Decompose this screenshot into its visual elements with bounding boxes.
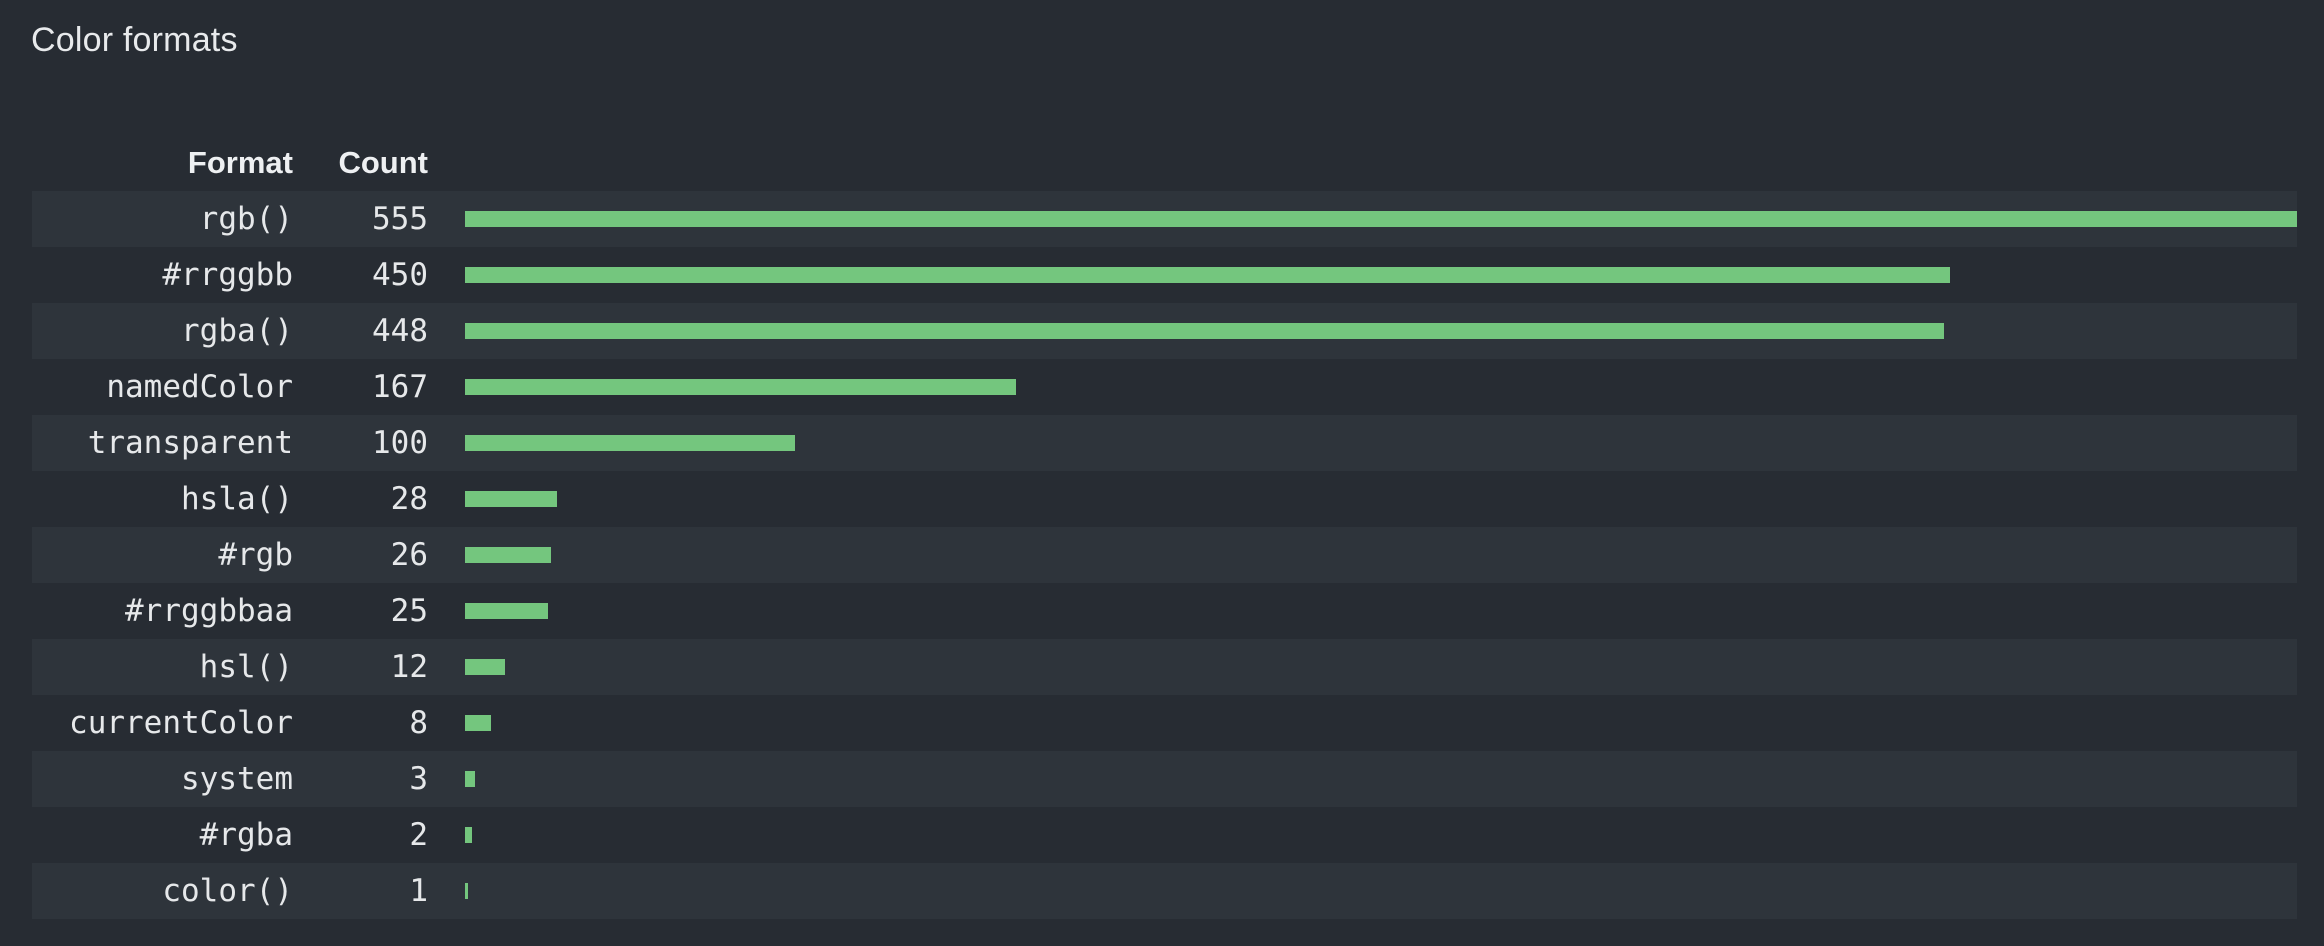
format-cell: color() <box>162 873 293 909</box>
count-cell: 8 <box>409 705 428 741</box>
count-cell: 25 <box>390 593 428 629</box>
format-cell: transparent <box>87 425 293 461</box>
count-column-header: Count <box>338 145 428 180</box>
count-bar <box>465 379 1017 395</box>
format-cell: hsla() <box>181 481 293 517</box>
count-cell: 448 <box>372 313 428 349</box>
format-cell: currentColor <box>69 705 293 741</box>
count-cell: 28 <box>390 481 428 517</box>
format-cell: system <box>181 761 293 797</box>
count-bar <box>465 715 492 731</box>
format-cell: #rgba <box>199 817 293 853</box>
table-row: hsl() 12 <box>32 639 2297 695</box>
table-row: rgb() 555 <box>32 191 2297 247</box>
count-bar <box>465 435 796 451</box>
format-cell: rgba() <box>181 313 293 349</box>
table-row: rgba() 448 <box>32 303 2297 359</box>
count-cell: 26 <box>390 537 428 573</box>
chart-title: Color formats <box>31 21 238 59</box>
format-cell: rgb() <box>199 201 293 237</box>
table-row: #rrggbb 450 <box>32 247 2297 303</box>
count-cell: 555 <box>372 201 428 237</box>
count-bar <box>465 827 472 843</box>
count-bar <box>465 323 1944 339</box>
count-cell: 3 <box>409 761 428 797</box>
format-cell: hsl() <box>199 649 293 685</box>
table-row: color() 1 <box>32 863 2297 919</box>
count-cell: 450 <box>372 257 428 293</box>
count-cell: 2 <box>409 817 428 853</box>
table-header-row: Format Count <box>32 135 2297 191</box>
table-row: hsla() 28 <box>32 471 2297 527</box>
count-bar <box>465 491 558 507</box>
count-cell: 100 <box>372 425 428 461</box>
format-column-header: Format <box>187 145 293 180</box>
count-bar <box>465 547 551 563</box>
table-row: transparent 100 <box>32 415 2297 471</box>
table-row: #rgba 2 <box>32 807 2297 863</box>
table-row: currentColor 8 <box>32 695 2297 751</box>
count-bar <box>465 771 475 787</box>
count-cell: 167 <box>372 369 428 405</box>
bar-column-header <box>428 135 2297 191</box>
format-cell: #rrggbb <box>162 257 293 293</box>
count-bar <box>465 883 469 899</box>
chart-table: Format Count rgb() 555 #rrggbb 450 rgba(… <box>32 135 2297 919</box>
table-row: #rgb 26 <box>32 527 2297 583</box>
table-row: namedColor 167 <box>32 359 2297 415</box>
count-bar <box>465 267 1951 283</box>
count-bar <box>465 603 548 619</box>
format-cell: #rrggbbaa <box>125 593 293 629</box>
table-row: #rrggbbaa 25 <box>32 583 2297 639</box>
count-cell: 1 <box>409 873 428 909</box>
count-bar <box>465 659 505 675</box>
table-row: system 3 <box>32 751 2297 807</box>
format-cell: #rgb <box>218 537 293 573</box>
count-cell: 12 <box>390 649 428 685</box>
chart-rows: rgb() 555 #rrggbb 450 rgba() 448 namedCo… <box>32 191 2297 919</box>
count-bar <box>465 211 2297 227</box>
format-cell: namedColor <box>106 369 293 405</box>
